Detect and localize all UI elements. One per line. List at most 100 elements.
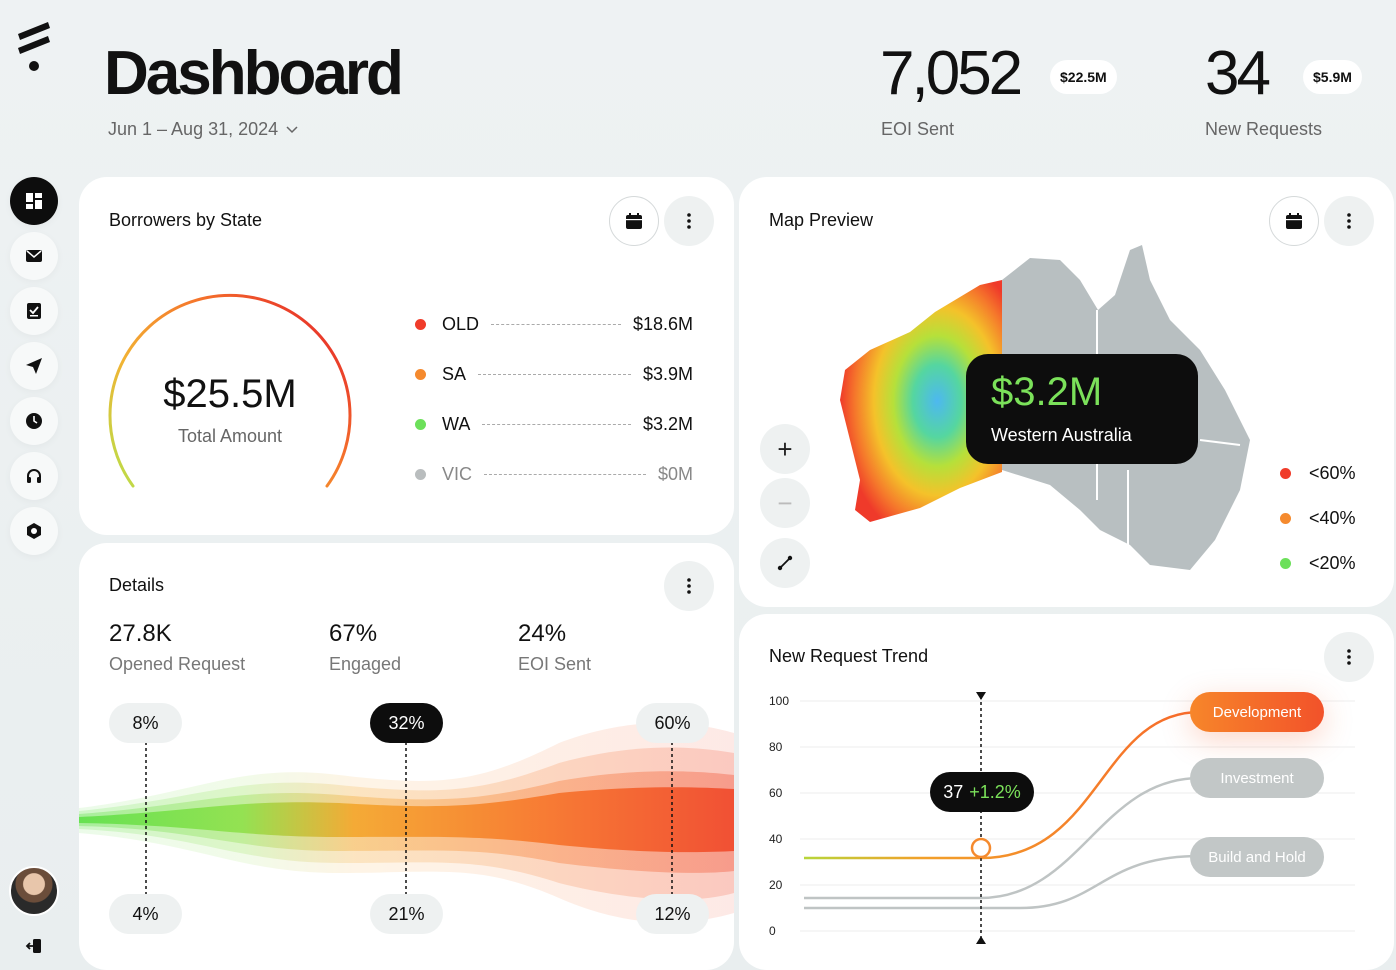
map-region-wa — [840, 280, 1002, 522]
y-tick-label: 80 — [769, 740, 783, 754]
map-zoom-in-button[interactable]: + — [760, 424, 810, 474]
chevron-down-icon — [286, 125, 298, 133]
series-label-investment[interactable]: Investment — [1190, 758, 1324, 798]
map-tooltip-label: Western Australia — [991, 425, 1132, 445]
funnel-bottom-marker: 4% — [109, 894, 182, 934]
more-vertical-icon — [687, 213, 691, 229]
stat-opened-value: 27.8K — [109, 620, 172, 647]
map-legend-item: <20% — [1280, 553, 1356, 574]
avatar[interactable] — [9, 866, 59, 916]
date-range-text: Jun 1 – Aug 31, 2024 — [108, 119, 279, 139]
state-legend-item: SA $3.9M — [415, 364, 693, 385]
map-legend-label: <40% — [1309, 508, 1356, 528]
map-zoom-out-button[interactable]: − — [760, 478, 810, 528]
legend-dot — [415, 369, 426, 380]
series-development — [804, 710, 1201, 860]
y-tick-label: 0 — [769, 924, 776, 938]
sidebar-item-support[interactable] — [10, 452, 58, 500]
series-label-build-and-hold[interactable]: Build and Hold — [1190, 837, 1324, 877]
series-label-development[interactable]: Development — [1190, 692, 1324, 732]
details-more-button[interactable] — [664, 561, 714, 611]
kpi-eoi-badge: $22.5M — [1050, 60, 1117, 94]
funnel-top-marker-active: 32% — [370, 703, 443, 743]
map-more-button[interactable] — [1324, 196, 1374, 246]
sidebar-item-tasks[interactable] — [10, 287, 58, 335]
legend-dot — [1280, 558, 1291, 569]
more-vertical-icon — [1347, 213, 1351, 229]
stat-engaged-label: Engaged — [329, 654, 402, 674]
y-tick-label: 20 — [769, 878, 783, 892]
legend-value: $3.2M — [642, 414, 693, 434]
legend-leader — [491, 324, 621, 325]
legend-value: $18.6M — [632, 314, 693, 334]
map-legend-label: <60% — [1309, 463, 1356, 483]
trend-tooltip-value: 37 — [943, 781, 964, 802]
legend-state: SA — [442, 364, 467, 384]
legend-leader — [478, 374, 631, 375]
legend-dot — [415, 419, 426, 430]
trend-line-chart — [800, 692, 1355, 944]
trend-selected-point — [970, 837, 992, 859]
map-title: Map Preview — [769, 210, 874, 230]
checklist-icon — [27, 303, 41, 319]
state-legend-item: VIC $0M — [415, 464, 693, 485]
map-route-button[interactable] — [760, 538, 810, 588]
trend-tooltip: 37 +1.2% — [930, 772, 1034, 812]
total-amount-gauge — [108, 293, 352, 488]
more-vertical-icon — [1347, 649, 1351, 665]
state-legend-item: OLD $18.6M — [415, 314, 693, 335]
headset-icon — [27, 469, 41, 483]
legend-state: OLD — [442, 314, 480, 334]
map-legend-item: <60% — [1280, 463, 1356, 484]
funnel-top-marker: 60% — [636, 703, 709, 743]
stat-opened-label: Opened Request — [109, 654, 246, 674]
sidebar-item-mail[interactable] — [10, 232, 58, 280]
kpi-requests-label: New Requests — [1205, 119, 1323, 139]
funnel-bottom-marker: 21% — [370, 894, 443, 934]
map-tooltip-value: $3.2M — [991, 370, 1103, 414]
y-tick-label: 40 — [769, 832, 783, 846]
legend-value: $0M — [657, 464, 693, 484]
kpi-requests-badge: $5.9M — [1303, 60, 1362, 94]
legend-dot — [1280, 468, 1291, 479]
sidebar-item-send[interactable] — [10, 342, 58, 390]
kpi-eoi-label: EOI Sent — [881, 119, 955, 139]
series-build-and-hold — [804, 854, 1201, 910]
borrowers-more-button[interactable] — [664, 196, 714, 246]
date-range-picker[interactable]: Jun 1 – Aug 31, 2024 — [108, 119, 298, 140]
map-calendar-button[interactable] — [1269, 196, 1319, 246]
sidebar-item-dashboard[interactable] — [10, 177, 58, 225]
borrowers-title: Borrowers by State — [109, 210, 263, 230]
legend-dot — [415, 469, 426, 480]
legend-leader — [484, 474, 646, 475]
legend-dot — [1280, 513, 1291, 524]
funnel-markers — [145, 742, 673, 896]
borrowers-calendar-button[interactable] — [609, 196, 659, 246]
trend-tooltip-change: +1.2% — [969, 781, 1021, 802]
stat-engaged-value: 67% — [329, 620, 378, 647]
trend-more-button[interactable] — [1324, 632, 1374, 682]
kpi-eoi-value: 7,052 — [880, 39, 1023, 108]
logout-icon — [25, 939, 41, 953]
trend-title: New Request Trend — [769, 646, 929, 666]
route-icon — [777, 555, 793, 571]
mail-icon — [26, 250, 42, 262]
logout-button[interactable] — [10, 922, 58, 970]
sidebar-item-settings[interactable] — [10, 507, 58, 555]
sidebar-item-history[interactable] — [10, 397, 58, 445]
page-title: Dashboard — [104, 39, 404, 108]
brand-logo-icon — [18, 22, 50, 71]
state-legend-item: WA $3.2M — [415, 414, 693, 435]
calendar-icon — [1286, 213, 1302, 229]
funnel-bottom-marker: 12% — [636, 894, 709, 934]
legend-value: $3.9M — [642, 364, 693, 384]
map-legend-label: <20% — [1309, 553, 1356, 573]
total-amount-label: Total Amount — [177, 426, 283, 446]
send-icon — [26, 358, 42, 374]
kpi-requests-value: 34 — [1205, 39, 1271, 108]
legend-leader — [482, 424, 631, 425]
total-amount-value: $25.5M — [163, 372, 297, 416]
stat-eoi-value: 24% — [518, 620, 567, 647]
more-vertical-icon — [687, 578, 691, 594]
funnel-top-marker: 8% — [109, 703, 182, 743]
